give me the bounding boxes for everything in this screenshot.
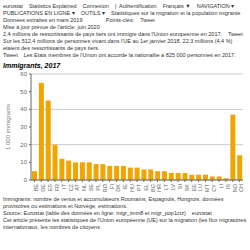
svg-text:AT: AT xyxy=(74,183,80,190)
html-text:Français ▼: Français ▼ xyxy=(162,3,191,9)
svg-text:SI: SI xyxy=(177,184,183,190)
svg-text:HU: HU xyxy=(129,184,135,192)
html-text:eurostat: eurostat xyxy=(191,210,212,216)
html-text:NAVIGATION ▾: NAVIGATION ▾ xyxy=(196,3,235,9)
svg-text:PT: PT xyxy=(136,183,142,191)
svg-text:ES: ES xyxy=(47,184,53,192)
html-text:Connexion: Connexion xyxy=(82,3,109,9)
svg-text:IS: IS xyxy=(225,184,231,190)
svg-text:LU: LU xyxy=(197,184,203,191)
svg-text:HR: HR xyxy=(156,184,162,192)
html-text:Tweet: Tweet xyxy=(140,17,155,23)
html-text:OUTILS ▾: OUTILS ▾ xyxy=(80,10,106,16)
svg-text:MT: MT xyxy=(204,183,210,192)
svg-text:FR: FR xyxy=(54,184,60,191)
html-text:Immigrants, 2017: Immigrants, 2017 xyxy=(3,62,61,69)
svg-text:SE: SE xyxy=(88,184,94,192)
svg-text:NO: NO xyxy=(232,183,238,192)
svg-text:40: 40 xyxy=(20,106,27,112)
html-text:| Authentification: | Authentification xyxy=(114,3,157,9)
html-text:Statistiques sur la migration: Statistiques sur la migration et la popu… xyxy=(111,10,241,16)
html-text:Les Etats membres de l'Union o: Les Etats membres de l'Union ont accorde… xyxy=(23,52,236,58)
svg-text:CH: CH xyxy=(238,184,244,192)
svg-text:LI: LI xyxy=(218,184,224,189)
svg-text:1 000 immigrants: 1 000 immigrants xyxy=(5,104,11,150)
svg-text:DE: DE xyxy=(40,184,46,192)
svg-text:LV: LV xyxy=(170,184,176,191)
svg-text:PL: PL xyxy=(95,184,101,191)
html-text:Immigrants: nombre de venus et: Immigrants: nombre de venus et accumulat… xyxy=(3,196,225,209)
svg-text:60: 60 xyxy=(20,71,27,77)
html-text:Sur les 512,4 millions de pers: Sur les 512,4 millions de personnes viva… xyxy=(3,38,234,51)
svg-text:30: 30 xyxy=(20,124,27,130)
svg-text:BG: BG xyxy=(150,184,156,192)
svg-text:RO: RO xyxy=(102,183,108,192)
svg-text:EE: EE xyxy=(191,184,197,192)
html-text:Points-clés:: Points-clés: xyxy=(105,17,135,23)
svg-text:DK: DK xyxy=(115,184,121,192)
svg-text:IE: IE xyxy=(122,184,128,190)
html-text:Tweet: Tweet xyxy=(228,31,243,37)
svg-text:FI: FI xyxy=(109,184,115,189)
svg-text:EL: EL xyxy=(143,184,149,191)
svg-text:LT: LT xyxy=(163,183,169,190)
svg-text:0: 0 xyxy=(24,177,28,183)
svg-text:CZ: CZ xyxy=(68,183,74,191)
svg-text:10: 10 xyxy=(20,159,27,165)
svg-text:IT: IT xyxy=(61,183,67,189)
html-text:Source: Eurostat (table des do: Source: Eurostat (table des données en l… xyxy=(3,210,186,216)
svg-text:NL: NL xyxy=(81,184,87,191)
html-text:Données extraites en mars 2019: Données extraites en mars 2019 Mise à jo… xyxy=(3,17,100,30)
svg-text:BE: BE xyxy=(33,184,39,192)
html-text:2,4 millions de ressortissants: 2,4 millions de ressortissants de pays t… xyxy=(3,31,222,37)
html-text:PUBLICATIONS EN LIGNE ▾: PUBLICATIONS EN LIGNE ▾ xyxy=(3,10,75,16)
html-text:Cet article présente les stati: Cet article présente les statistiques de… xyxy=(3,217,248,230)
svg-text:50: 50 xyxy=(20,89,27,95)
svg-text:CY: CY xyxy=(211,184,217,192)
svg-text:SK: SK xyxy=(184,184,190,192)
html-text:Tweet: Tweet xyxy=(3,52,18,58)
html-text:eurostat: eurostat xyxy=(3,3,23,9)
html-text:Statistics Explained: Statistics Explained xyxy=(28,3,77,9)
svg-text:20: 20 xyxy=(20,142,27,148)
